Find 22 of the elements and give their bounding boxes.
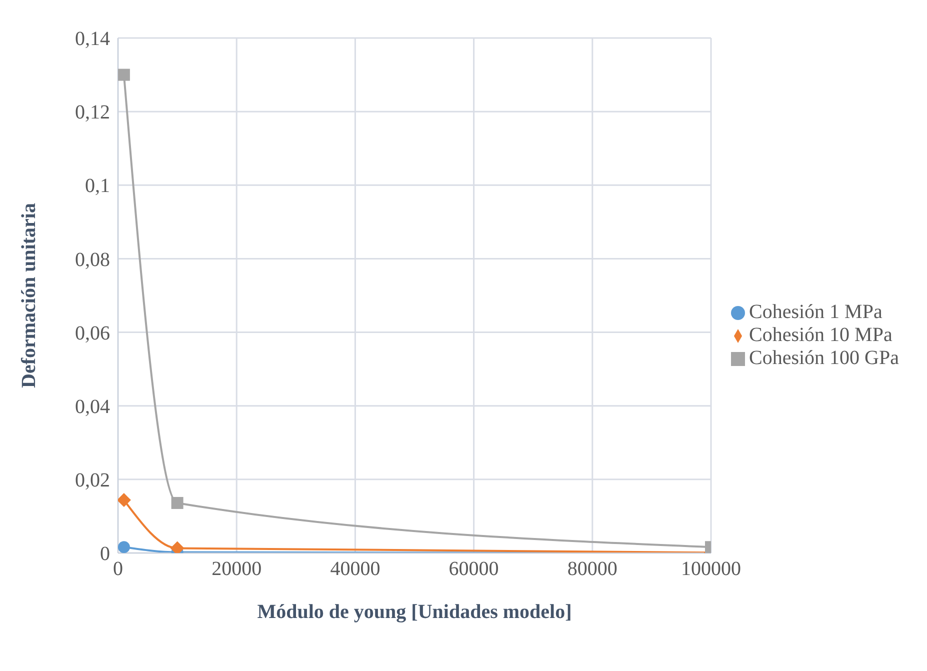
x-axis-title: Módulo de young [Unidades modelo] bbox=[257, 601, 572, 623]
y-tick-label: 0 bbox=[100, 543, 110, 566]
x-tick-label: 60000 bbox=[448, 558, 499, 580]
x-tick-label: 40000 bbox=[330, 558, 380, 580]
y-tick-label: 0,04 bbox=[75, 396, 110, 418]
legend-label: Cohesión 1 MPa bbox=[749, 301, 882, 323]
y-axis-title: Deformación unitaria bbox=[18, 203, 40, 388]
point bbox=[171, 496, 184, 509]
legend-label: Cohesión 10 MPa bbox=[749, 324, 892, 346]
y-tick-label: 0,1 bbox=[85, 175, 110, 198]
x-tick-label: 20000 bbox=[212, 558, 262, 580]
point bbox=[118, 493, 131, 508]
point bbox=[118, 68, 130, 81]
y-tick-label: 0,08 bbox=[75, 248, 110, 271]
point bbox=[118, 541, 130, 553]
x-tick-label: 80000 bbox=[567, 558, 618, 580]
y-tick-label: 0,02 bbox=[75, 470, 110, 492]
x-tick-label: 100000 bbox=[681, 558, 741, 580]
y-tick-label: 0,12 bbox=[75, 102, 110, 124]
y-tick-label: 0,06 bbox=[75, 322, 110, 344]
legend-label: Cohesión 100 GPa bbox=[749, 347, 899, 369]
y-tick-label: 0,14 bbox=[75, 28, 110, 50]
